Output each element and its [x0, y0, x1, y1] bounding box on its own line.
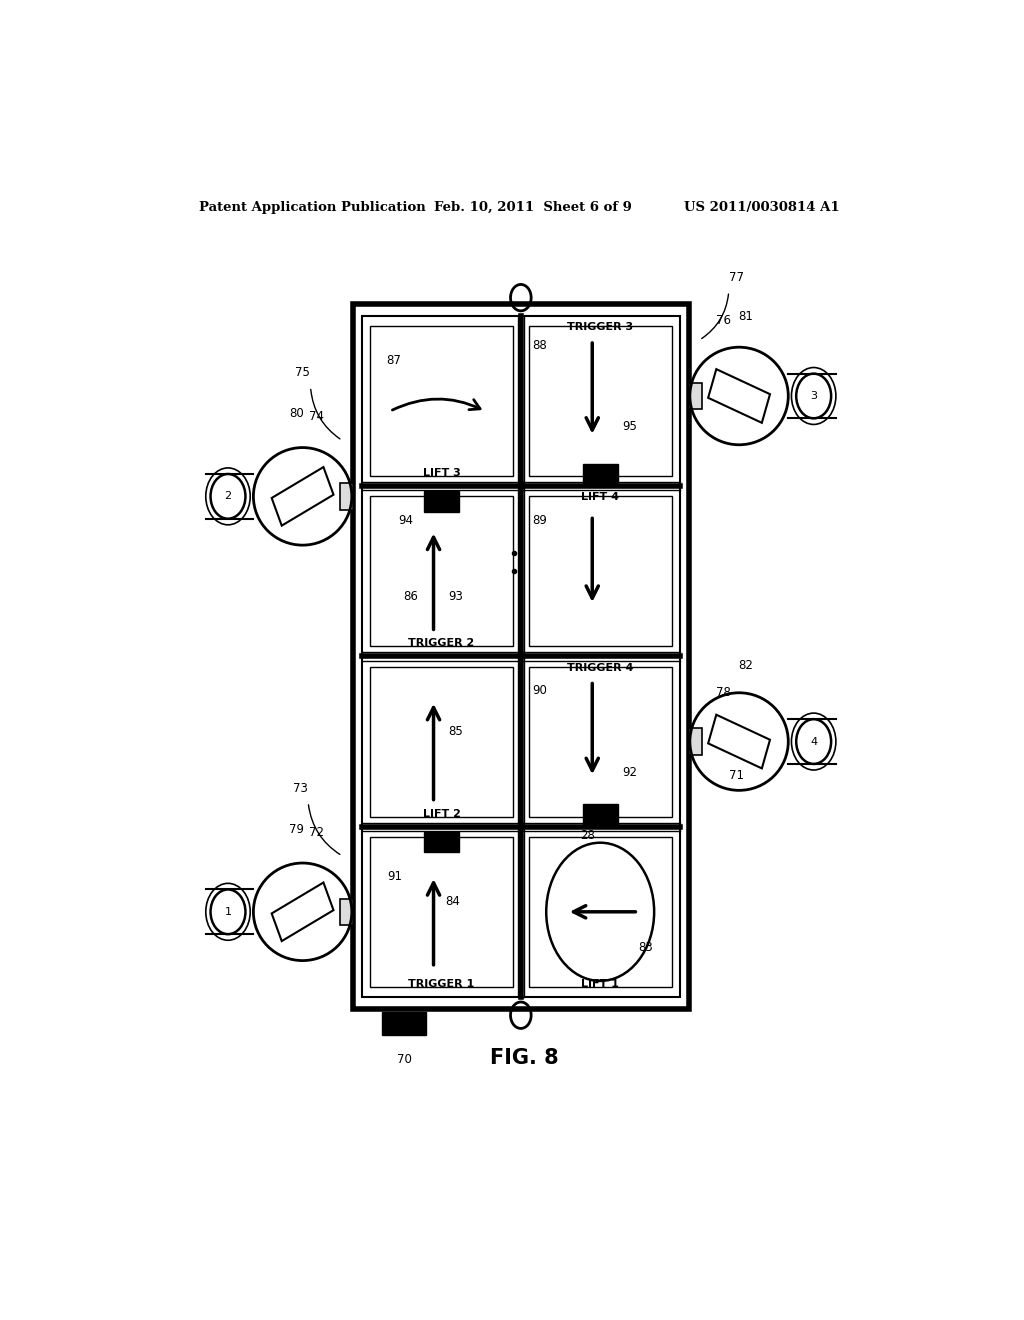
- Bar: [382, 1012, 426, 1035]
- Bar: [528, 496, 672, 647]
- Text: LIFT 3: LIFT 3: [423, 469, 461, 478]
- Bar: [709, 370, 770, 422]
- Bar: [424, 832, 459, 853]
- Text: 2: 2: [224, 491, 231, 502]
- Bar: [424, 491, 459, 512]
- Text: 90: 90: [532, 684, 548, 697]
- Text: 1: 1: [224, 907, 231, 917]
- Text: TRIGGER 1: TRIGGER 1: [409, 979, 474, 989]
- Text: 77: 77: [729, 271, 744, 284]
- Text: 72: 72: [308, 825, 324, 838]
- Text: 3: 3: [810, 391, 817, 401]
- Text: 82: 82: [738, 660, 753, 672]
- Bar: [340, 483, 352, 510]
- Text: 79: 79: [289, 822, 304, 836]
- Text: 95: 95: [623, 420, 637, 433]
- Text: LIFT 4: LIFT 4: [582, 492, 620, 503]
- FancyArrowPatch shape: [308, 805, 340, 854]
- Text: 89: 89: [532, 513, 548, 527]
- Bar: [271, 467, 334, 525]
- Text: 84: 84: [445, 895, 461, 908]
- Text: 4: 4: [810, 737, 817, 747]
- Text: Patent Application Publication: Patent Application Publication: [200, 201, 426, 214]
- Bar: [271, 883, 334, 941]
- Text: Feb. 10, 2011  Sheet 6 of 9: Feb. 10, 2011 Sheet 6 of 9: [433, 201, 632, 214]
- Text: 73: 73: [293, 781, 307, 795]
- Text: 87: 87: [386, 354, 400, 367]
- Text: 75: 75: [295, 367, 310, 379]
- Bar: [362, 315, 680, 997]
- Text: 74: 74: [308, 411, 324, 424]
- Text: 81: 81: [738, 310, 753, 323]
- FancyArrowPatch shape: [310, 389, 340, 440]
- Text: 94: 94: [397, 513, 413, 527]
- Bar: [528, 667, 672, 817]
- FancyArrowPatch shape: [392, 399, 480, 411]
- Bar: [583, 463, 617, 484]
- Bar: [528, 837, 672, 987]
- Text: 80: 80: [289, 407, 304, 420]
- Text: 76: 76: [716, 314, 731, 327]
- Bar: [340, 899, 352, 925]
- Text: 92: 92: [623, 766, 637, 779]
- Bar: [370, 837, 513, 987]
- Text: LIFT 2: LIFT 2: [423, 809, 461, 818]
- Text: 70: 70: [396, 1053, 412, 1065]
- Bar: [689, 383, 701, 409]
- Text: 78: 78: [716, 686, 731, 698]
- Text: 85: 85: [447, 725, 463, 738]
- Text: 86: 86: [403, 590, 418, 603]
- Text: FIG. 8: FIG. 8: [490, 1048, 559, 1068]
- Bar: [370, 667, 513, 817]
- Text: 93: 93: [447, 590, 463, 603]
- Bar: [528, 326, 672, 477]
- Text: 91: 91: [387, 870, 402, 883]
- Text: 88: 88: [532, 339, 548, 351]
- Bar: [370, 496, 513, 647]
- Bar: [709, 714, 770, 768]
- Text: 71: 71: [729, 770, 744, 783]
- Text: LIFT 1: LIFT 1: [582, 979, 620, 989]
- Text: 83: 83: [638, 941, 653, 954]
- Bar: [689, 729, 701, 755]
- Bar: [352, 304, 689, 1008]
- Text: TRIGGER 3: TRIGGER 3: [567, 322, 633, 333]
- FancyArrowPatch shape: [701, 294, 728, 338]
- Bar: [370, 326, 513, 477]
- Text: 28: 28: [581, 829, 595, 842]
- Text: TRIGGER 4: TRIGGER 4: [567, 663, 634, 672]
- Text: US 2011/0030814 A1: US 2011/0030814 A1: [684, 201, 839, 214]
- Bar: [583, 804, 617, 825]
- Text: TRIGGER 2: TRIGGER 2: [409, 639, 474, 648]
